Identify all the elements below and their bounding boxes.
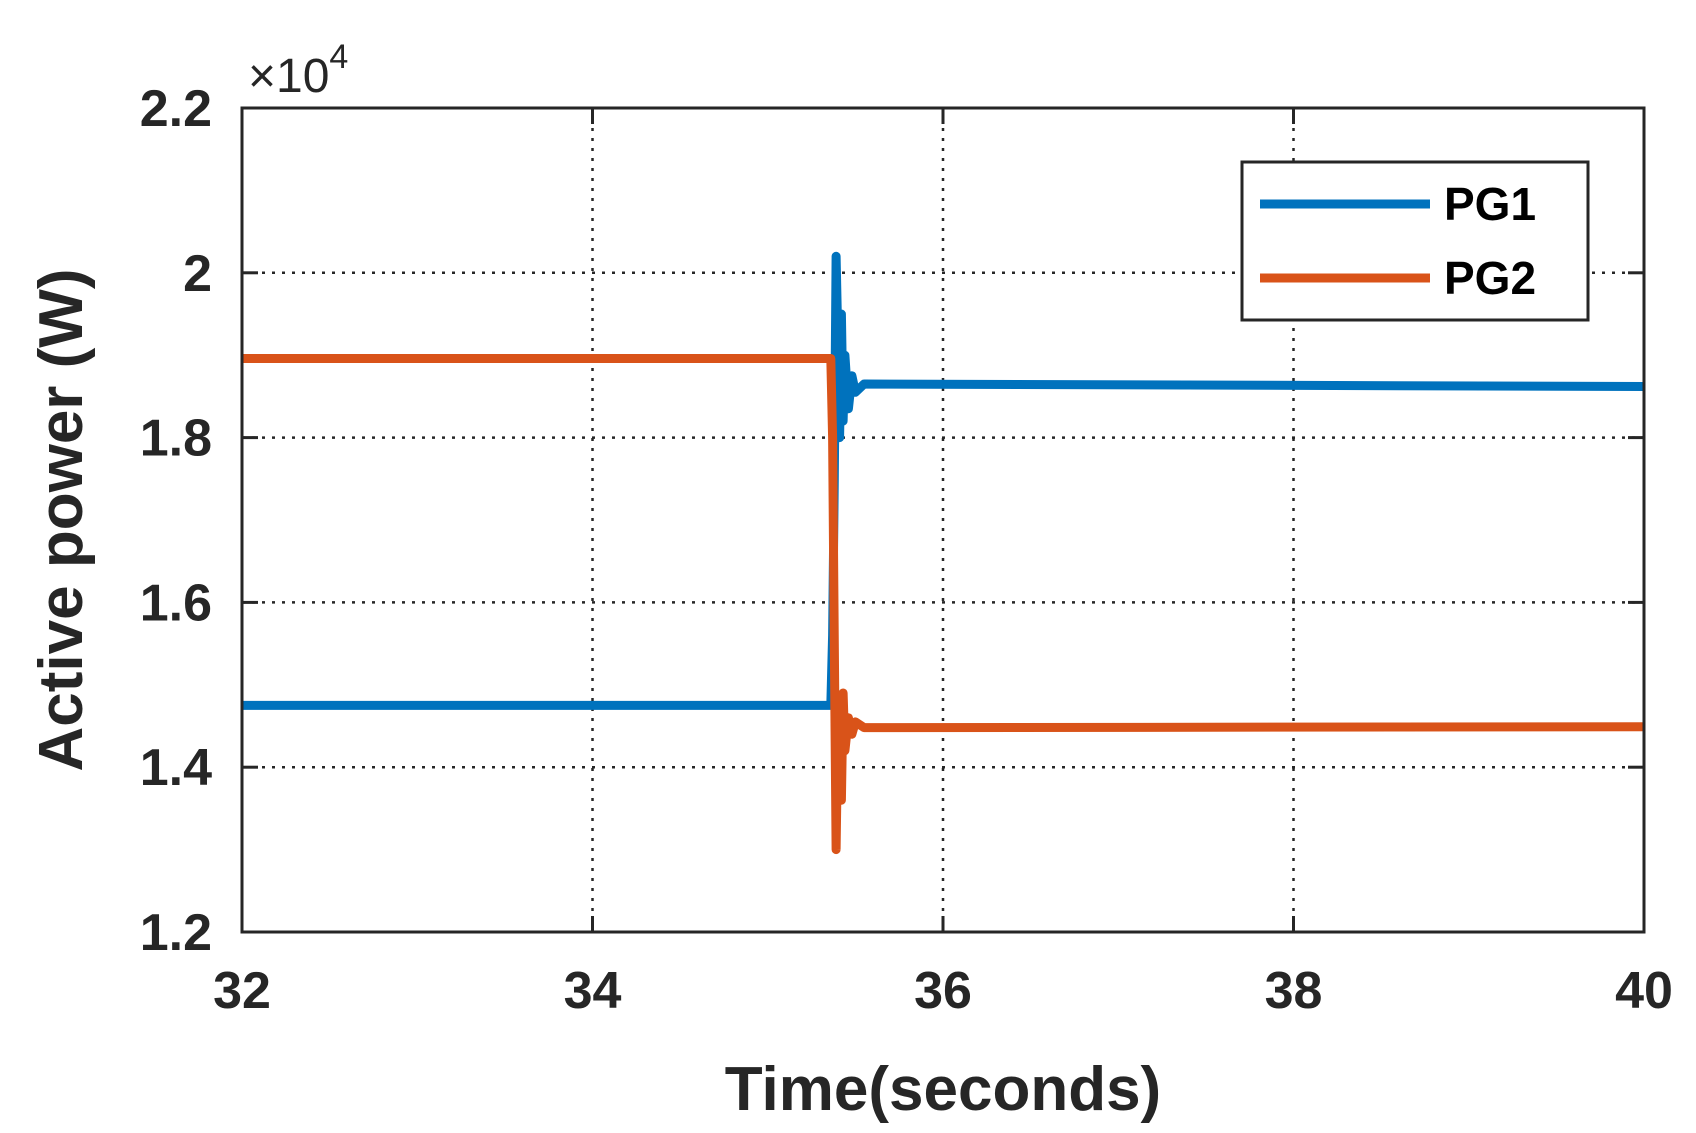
x-axis-title: Time(seconds) bbox=[725, 1055, 1161, 1124]
tick-labels: 32 34 36 38 40 1.2 1.4 1.6 1.8 2 2.2 bbox=[140, 80, 1673, 1020]
legend-label-pg2: PG2 bbox=[1444, 252, 1536, 304]
x-tick-label: 34 bbox=[564, 962, 622, 1020]
x-tick-label: 36 bbox=[914, 962, 972, 1020]
series-line-pg2 bbox=[242, 354, 1645, 855]
y-tick-label: 1.6 bbox=[140, 574, 212, 632]
series-layer bbox=[242, 251, 1645, 855]
y-tick-label: 2.2 bbox=[140, 80, 212, 138]
y-axis-title: Active power (W) bbox=[27, 269, 96, 772]
y-tick-label: 1.8 bbox=[140, 410, 212, 468]
x-tick-label: 40 bbox=[1615, 962, 1673, 1020]
x-tick-label: 32 bbox=[213, 962, 271, 1020]
y-tick-label: 1.4 bbox=[140, 739, 212, 797]
ticks bbox=[240, 106, 1646, 934]
legend-box bbox=[1240, 160, 1590, 322]
x-tick-label: 38 bbox=[1265, 962, 1323, 1020]
y-tick-label: 1.2 bbox=[140, 904, 212, 962]
legend: PG1 PG2 bbox=[1240, 160, 1590, 322]
y-exponent-power: 4 bbox=[329, 38, 348, 76]
y-tick-label: 2 bbox=[183, 245, 212, 303]
legend-label-pg1: PG1 bbox=[1444, 178, 1536, 230]
grid bbox=[242, 108, 1644, 932]
y-exponent-label: ×104 bbox=[248, 38, 348, 103]
